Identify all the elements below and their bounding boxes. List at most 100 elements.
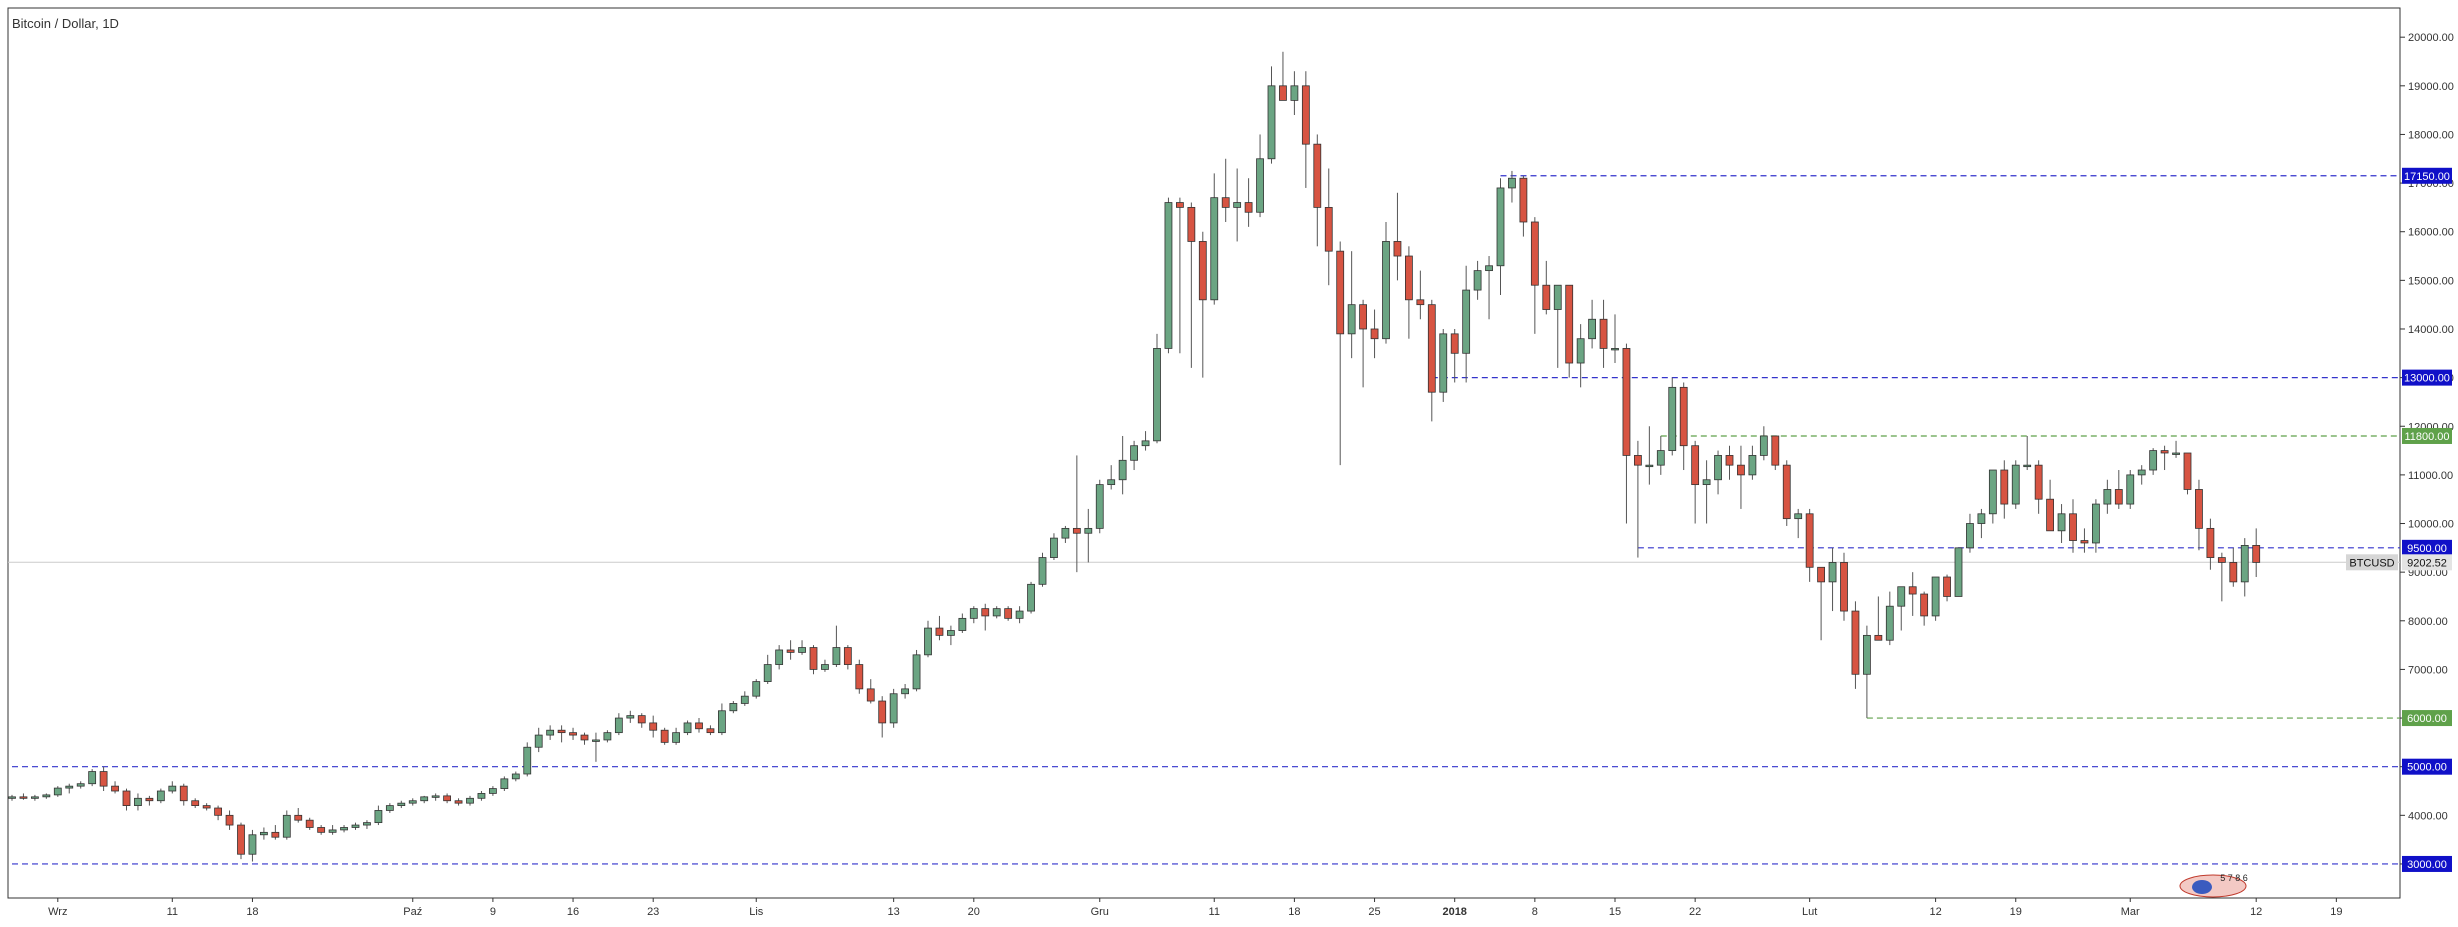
candle-body [2046, 498, 2054, 532]
candle-body [649, 722, 658, 731]
candle-body [2160, 450, 2169, 454]
candle-body [1931, 576, 1940, 617]
level-label-bg [2402, 710, 2452, 727]
candle-body [763, 664, 772, 682]
candle-body [134, 797, 142, 806]
candle-body [1473, 270, 1482, 291]
candle-body [1530, 221, 1539, 286]
candle-body [2069, 513, 2077, 541]
candle-body [2114, 489, 2123, 505]
candle-body [1130, 445, 1138, 461]
candle-body [1118, 459, 1127, 481]
candle-body [122, 790, 131, 806]
candle-body [2183, 452, 2192, 490]
candle-body [523, 746, 532, 775]
candle-body [889, 693, 898, 724]
candle-body [1050, 537, 1058, 558]
y-tick-label: 7000.00 [2408, 664, 2448, 676]
candle-body [1656, 450, 1665, 466]
candle-body [1462, 289, 1471, 354]
candle-body [1611, 348, 1619, 351]
candle-body [1244, 202, 1253, 213]
last-price-label: 9202.52 [2407, 557, 2447, 569]
candle-body [1336, 250, 1345, 335]
candle-body [282, 814, 291, 838]
x-tick-label: Lut [1802, 906, 1817, 918]
x-tick-label: 22 [1689, 906, 1701, 918]
candle-body [958, 617, 967, 631]
candle-body [1256, 158, 1264, 213]
candle-body [1301, 85, 1310, 145]
candle-body [660, 729, 669, 743]
level-label: 17150.00 [2404, 171, 2450, 183]
candle-body [626, 715, 635, 719]
candle-body [1004, 608, 1013, 619]
candle-body [1668, 386, 1677, 451]
candle-body [752, 681, 761, 697]
candle-body [1966, 523, 1974, 549]
x-tick-label: 11 [1209, 906, 1220, 918]
candle-body [2011, 464, 2020, 505]
candle-body [1405, 255, 1413, 301]
candle-body [775, 649, 784, 665]
x-tick-label: 19 [2330, 906, 2342, 918]
candle-body [947, 630, 955, 636]
y-tick-label: 20000.00 [2408, 32, 2454, 44]
candle-body [2091, 503, 2100, 544]
candle-body [53, 787, 62, 796]
candle-body [2103, 489, 2112, 505]
candle-body [99, 771, 108, 787]
candle-body [1210, 197, 1219, 301]
x-tick-label: Lis [749, 906, 764, 918]
x-tick-label: 23 [647, 906, 659, 918]
candle-body [924, 627, 932, 656]
y-tick-label: 16000.00 [2408, 227, 2454, 239]
level-label-bg [2402, 539, 2452, 556]
candle-body [1359, 304, 1367, 330]
candle-body [1553, 284, 1562, 310]
candle-body [408, 800, 417, 804]
candle-body [1084, 527, 1093, 534]
candle-body [30, 796, 39, 799]
candle-body [248, 834, 257, 855]
candle-body [42, 794, 51, 798]
candle-body [2149, 450, 2158, 471]
candle-body [259, 831, 268, 836]
tradingview-logo: 5 7 8 6 [2178, 872, 2248, 898]
candle-body [821, 664, 829, 670]
candle-body [1805, 513, 1814, 568]
candle-body [1988, 469, 1997, 515]
candle-body [2080, 540, 2089, 544]
x-tick-label: 19 [2010, 906, 2022, 918]
level-label-bg [2402, 855, 2452, 872]
candle-body [1622, 348, 1631, 456]
candle-body [981, 608, 990, 617]
ticker-symbol: BTCUSD [2349, 557, 2394, 569]
candle-body [672, 732, 680, 743]
candle-body [935, 627, 944, 636]
candle-body [1176, 202, 1184, 208]
x-tick-label: 11 [167, 906, 178, 918]
candle-body [294, 814, 303, 821]
candle-body [1954, 547, 1963, 597]
candle-body [683, 722, 692, 734]
level-label: 9500.00 [2407, 543, 2447, 555]
candle-body [1187, 206, 1196, 242]
candle-body [832, 647, 841, 665]
candle-body [1015, 610, 1024, 619]
x-tick-label: 13 [888, 906, 900, 918]
x-tick-label: 8 [1532, 906, 1538, 918]
candle-body [1863, 634, 1871, 675]
y-tick-label: 11000.00 [2408, 470, 2453, 482]
candle-body [2034, 464, 2043, 500]
candle-body [1290, 85, 1299, 101]
candle-body [2217, 557, 2226, 563]
candle-body [1714, 455, 1722, 481]
candle-body [179, 785, 188, 802]
candle-body [1416, 299, 1425, 306]
candle-body [1840, 562, 1848, 612]
candle-body [2252, 545, 2261, 563]
candle-body [500, 778, 509, 789]
level-label: 13000.00 [2404, 373, 2450, 385]
